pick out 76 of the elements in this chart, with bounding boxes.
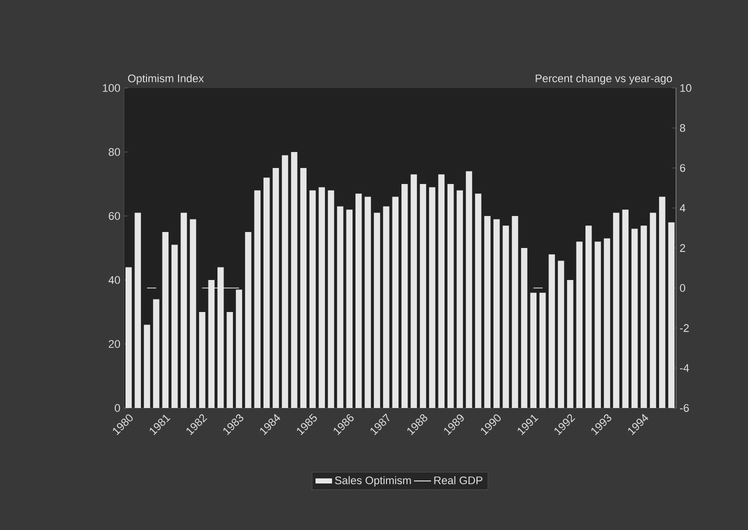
bar <box>521 248 528 408</box>
bar <box>171 244 178 408</box>
bar <box>199 312 206 408</box>
bar <box>475 194 482 408</box>
bar <box>300 168 307 408</box>
bar <box>604 238 610 408</box>
bar <box>401 184 408 408</box>
bar <box>346 210 353 408</box>
y2-tick-label: 4 <box>680 204 686 212</box>
bar <box>438 174 445 408</box>
bar <box>530 292 537 408</box>
bar <box>484 216 491 408</box>
bar <box>640 226 647 408</box>
bar <box>153 299 160 408</box>
bar <box>291 152 298 408</box>
bar <box>410 174 417 408</box>
y2-tick-label: -6 <box>680 404 689 412</box>
bar <box>318 187 325 408</box>
bar <box>144 324 150 408</box>
bar <box>245 232 252 408</box>
bar <box>594 242 601 408</box>
y-tick-label: 40 <box>108 276 120 284</box>
bar <box>355 194 362 408</box>
y-tick-label: 100 <box>102 84 120 92</box>
bar <box>558 260 564 408</box>
bar <box>668 222 675 408</box>
legend-label: Real GDP <box>434 476 482 484</box>
bar <box>429 187 436 408</box>
bar <box>190 219 196 408</box>
bar <box>162 232 169 408</box>
bar <box>337 206 344 408</box>
bar <box>420 184 426 408</box>
bar <box>263 178 270 408</box>
y2-tick-label: 6 <box>680 164 686 172</box>
bar <box>392 196 399 408</box>
y2-tick-label: 0 <box>680 284 686 292</box>
bar <box>548 254 555 408</box>
bar <box>493 219 500 408</box>
bar <box>659 196 666 408</box>
y-axis-title: Optimism Index <box>128 74 204 84</box>
y2-tick-label: -2 <box>680 324 689 332</box>
bar <box>254 190 261 408</box>
y-tick-label: 60 <box>108 212 120 220</box>
bar <box>650 212 656 408</box>
y-tick-label: 20 <box>108 340 120 348</box>
bar <box>622 210 629 408</box>
bar <box>502 226 509 408</box>
bar <box>383 206 390 408</box>
bar <box>466 171 472 408</box>
bar <box>309 190 316 408</box>
y2-tick-label: 8 <box>680 124 686 132</box>
bar <box>125 267 132 408</box>
bar <box>180 212 187 408</box>
bar <box>226 312 233 408</box>
bar <box>576 242 583 408</box>
bar <box>539 292 546 408</box>
y-tick-label: 80 <box>108 148 120 156</box>
bar <box>512 216 518 408</box>
bar <box>282 155 288 408</box>
bar <box>631 228 638 408</box>
bar <box>456 190 463 408</box>
bar <box>374 212 380 408</box>
bar <box>134 212 141 408</box>
bar <box>328 190 334 408</box>
bar <box>272 168 279 408</box>
bar <box>447 184 454 408</box>
bar <box>567 280 574 408</box>
y2-axis-title: Percent change vs year-ago <box>536 74 672 84</box>
legend-label: Sales Optimism <box>335 476 411 486</box>
y2-tick-label: -4 <box>680 364 689 372</box>
y2-tick-label: 10 <box>680 84 692 92</box>
bar <box>613 212 620 408</box>
y2-tick-label: 2 <box>680 244 686 252</box>
y-tick-label: 0 <box>114 404 120 412</box>
bar <box>364 196 371 408</box>
bar <box>585 226 592 408</box>
